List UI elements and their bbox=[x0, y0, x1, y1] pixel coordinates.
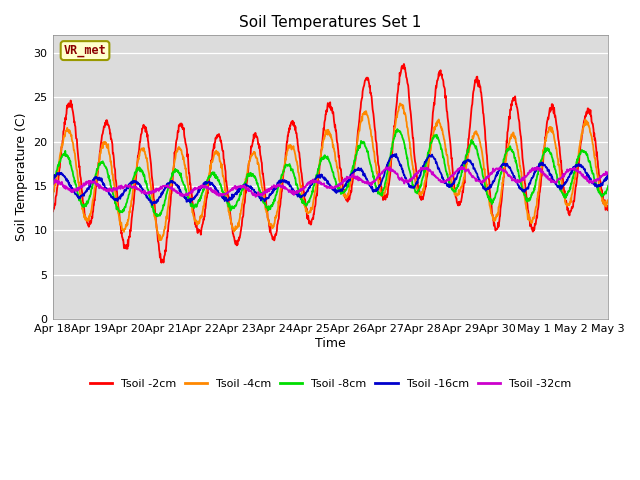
Tsoil -32cm bbox=[539, 169, 547, 175]
Tsoil -4cm bbox=[156, 238, 163, 243]
Tsoil -8cm bbox=[417, 182, 425, 188]
Tsoil -32cm bbox=[172, 189, 180, 195]
Tsoil -2cm bbox=[173, 137, 180, 143]
Tsoil -4cm bbox=[604, 197, 612, 203]
Tsoil -2cm bbox=[49, 205, 56, 211]
Tsoil -8cm bbox=[604, 183, 612, 189]
Tsoil -2cm bbox=[417, 197, 425, 203]
Line: Tsoil -8cm: Tsoil -8cm bbox=[52, 129, 608, 216]
Tsoil -4cm bbox=[159, 232, 167, 238]
Tsoil -32cm bbox=[604, 169, 612, 175]
Tsoil -16cm bbox=[49, 177, 56, 183]
Tsoil -4cm bbox=[49, 195, 56, 201]
Tsoil -8cm bbox=[173, 168, 180, 174]
Tsoil -8cm bbox=[159, 204, 167, 210]
Tsoil -4cm bbox=[235, 224, 243, 229]
Tsoil -4cm bbox=[539, 154, 547, 159]
Legend: Tsoil -2cm, Tsoil -4cm, Tsoil -8cm, Tsoil -16cm, Tsoil -32cm: Tsoil -2cm, Tsoil -4cm, Tsoil -8cm, Tsoi… bbox=[85, 374, 575, 393]
Tsoil -8cm bbox=[235, 196, 243, 202]
Tsoil -2cm bbox=[490, 223, 498, 228]
Tsoil -4cm bbox=[490, 215, 498, 221]
Tsoil -32cm bbox=[234, 183, 242, 189]
Tsoil -32cm bbox=[490, 168, 498, 174]
Tsoil -8cm bbox=[394, 126, 401, 132]
Y-axis label: Soil Temperature (C): Soil Temperature (C) bbox=[15, 113, 28, 241]
Tsoil -16cm bbox=[148, 202, 156, 208]
Line: Tsoil -16cm: Tsoil -16cm bbox=[52, 154, 608, 205]
Line: Tsoil -4cm: Tsoil -4cm bbox=[52, 103, 608, 240]
Tsoil -2cm bbox=[159, 257, 167, 263]
Tsoil -2cm bbox=[157, 260, 165, 265]
Tsoil -32cm bbox=[49, 179, 56, 184]
Tsoil -4cm bbox=[396, 100, 404, 106]
Line: Tsoil -2cm: Tsoil -2cm bbox=[52, 64, 608, 263]
Tsoil -8cm bbox=[49, 180, 56, 185]
Tsoil -8cm bbox=[539, 152, 547, 158]
Tsoil -32cm bbox=[458, 164, 466, 170]
Text: VR_met: VR_met bbox=[63, 44, 106, 57]
Tsoil -8cm bbox=[153, 214, 161, 219]
Tsoil -32cm bbox=[252, 194, 259, 200]
Tsoil -2cm bbox=[400, 61, 408, 67]
Tsoil -16cm bbox=[173, 183, 180, 189]
Tsoil -16cm bbox=[604, 172, 612, 178]
Tsoil -16cm bbox=[539, 161, 547, 167]
Tsoil -32cm bbox=[417, 165, 425, 170]
Tsoil -16cm bbox=[235, 190, 243, 195]
Tsoil -8cm bbox=[490, 197, 498, 203]
Line: Tsoil -32cm: Tsoil -32cm bbox=[52, 167, 608, 197]
Tsoil -32cm bbox=[159, 183, 166, 189]
Tsoil -4cm bbox=[417, 192, 425, 198]
Tsoil -2cm bbox=[539, 161, 547, 167]
Tsoil -2cm bbox=[235, 238, 243, 244]
Title: Soil Temperatures Set 1: Soil Temperatures Set 1 bbox=[239, 15, 422, 30]
X-axis label: Time: Time bbox=[315, 336, 346, 350]
Tsoil -4cm bbox=[173, 149, 180, 155]
Tsoil -16cm bbox=[392, 151, 400, 157]
Tsoil -2cm bbox=[604, 206, 612, 212]
Tsoil -16cm bbox=[159, 190, 167, 195]
Tsoil -16cm bbox=[417, 168, 425, 174]
Tsoil -16cm bbox=[490, 179, 498, 184]
